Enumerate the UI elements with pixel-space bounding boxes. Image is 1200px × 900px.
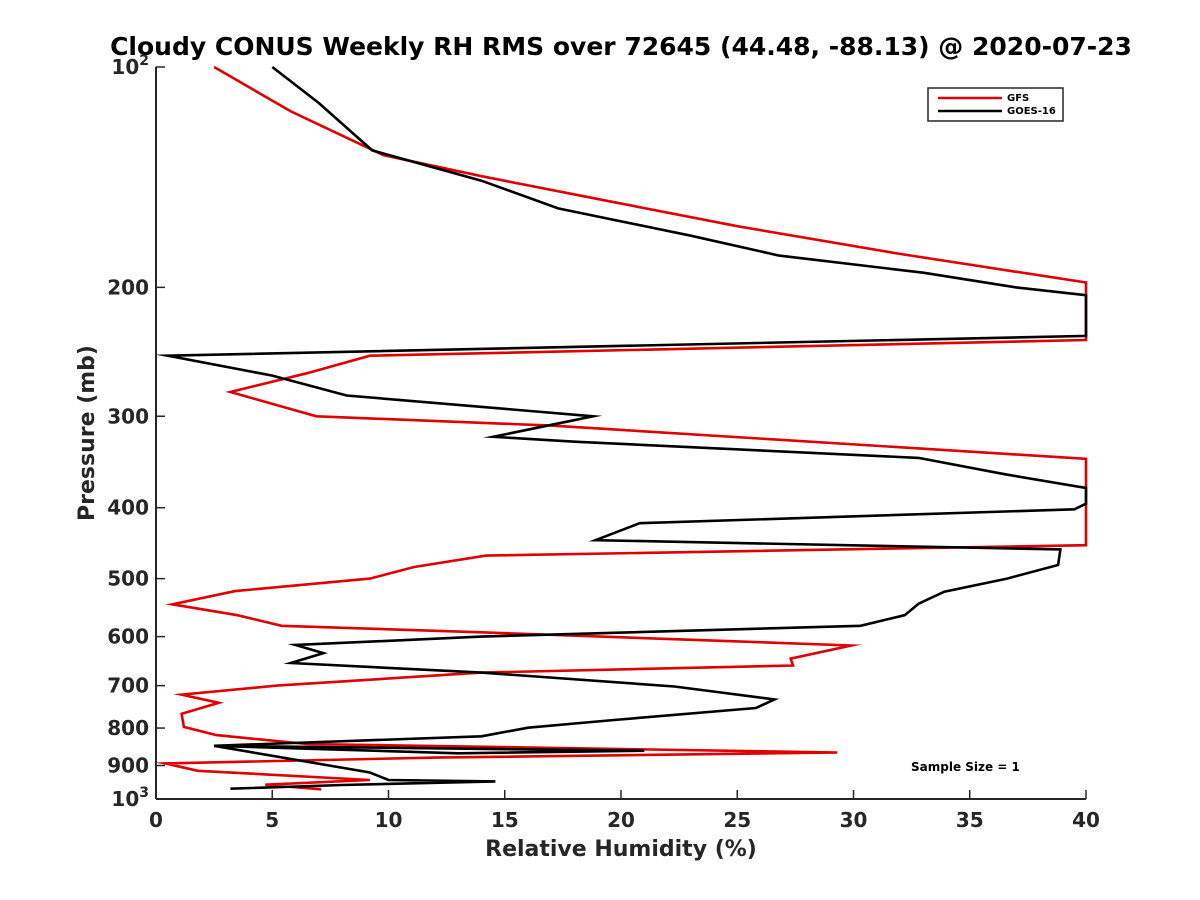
x-tick-label: 20: [607, 808, 635, 832]
y-tick-label: 200: [107, 275, 149, 299]
x-tick-label: 10: [375, 808, 403, 832]
legend: GFS GOES-16: [927, 87, 1064, 122]
y-tick-label: 102: [111, 53, 149, 79]
x-tick-label: 30: [840, 808, 868, 832]
y-tick-label: 400: [107, 496, 149, 520]
series-line-goes-16: [155, 65, 1088, 790]
y-tick-label: 800: [107, 716, 149, 740]
legend-label-gfs: GFS: [1007, 93, 1029, 104]
x-tick-label: 0: [149, 808, 163, 832]
y-axis-ticks: 102 200 300 400 500 600 700 800 900 103: [107, 53, 165, 811]
x-tick-label: 5: [265, 808, 279, 832]
x-tick-label: 15: [491, 808, 519, 832]
y-tick-label: 103: [111, 785, 149, 811]
x-tick-label: 35: [956, 808, 984, 832]
legend-label-goes16: GOES-16: [1007, 106, 1056, 117]
y-axis-label: Pressure (mb): [75, 345, 100, 521]
y-tick-label: 600: [107, 625, 149, 649]
x-tick-label: 40: [1072, 808, 1100, 832]
series-line-gfs: [154, 65, 1088, 791]
legend-box: [927, 87, 1064, 122]
x-tick-label: 25: [723, 808, 751, 832]
y-tick-label: 500: [107, 567, 149, 591]
chart-title: Cloudy CONUS Weekly RH RMS over 72645 (4…: [110, 32, 1132, 61]
series-layer: [154, 65, 1088, 791]
x-axis-label: Relative Humidity (%): [485, 837, 757, 862]
x-axis-ticks: 0 5 10 15 20 25 30 35 40: [149, 790, 1100, 832]
sample-size-annotation: Sample Size = 1: [911, 760, 1020, 774]
y-tick-label: 300: [107, 404, 149, 428]
y-tick-label: 900: [107, 754, 149, 778]
y-tick-label: 700: [107, 674, 149, 698]
plot-area-background: [156, 67, 1086, 799]
